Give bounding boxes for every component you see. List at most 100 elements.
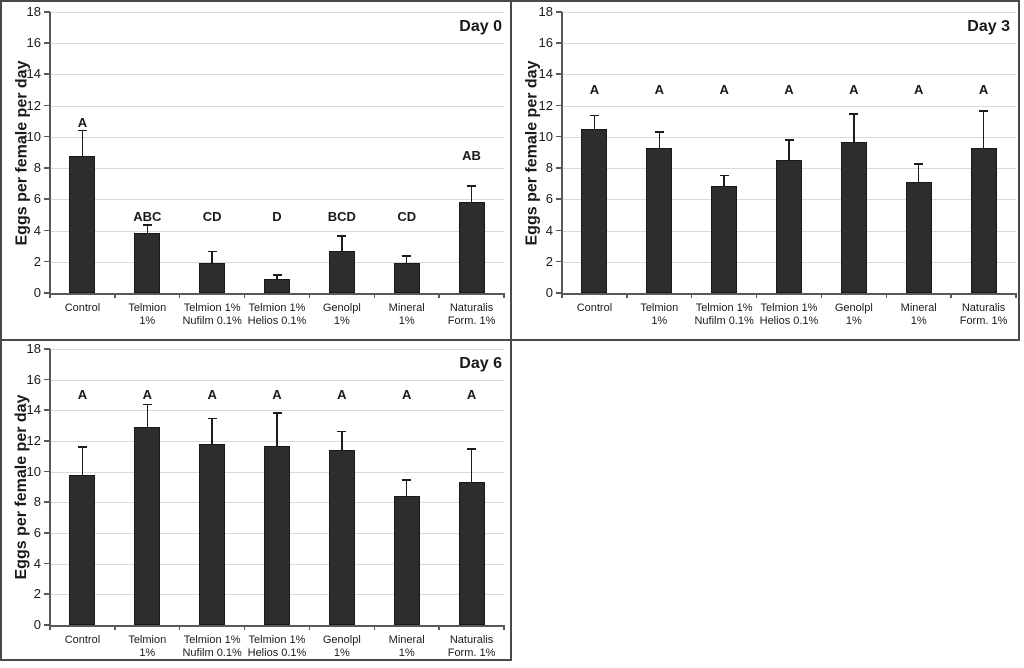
y-tick-label: 4 xyxy=(33,222,41,238)
x-category-label: Telmion 1% Helios 0.1% xyxy=(238,634,317,660)
y-tick-mark xyxy=(44,104,50,107)
y-tick-label: 0 xyxy=(545,285,553,300)
chart-title: Day 6 xyxy=(459,355,502,372)
error-bar xyxy=(405,256,408,263)
bar-naturalis-form-1 xyxy=(970,147,997,293)
gridline xyxy=(50,410,504,412)
error-bar xyxy=(341,236,343,251)
error-bar-cap xyxy=(337,430,347,433)
x-category-line-1: Control xyxy=(64,634,101,646)
chart-title: Day 3 xyxy=(967,18,1010,35)
x-tick-mark xyxy=(690,293,693,298)
error-bar xyxy=(81,130,84,156)
bar-telmion-1-helios-0-1 xyxy=(264,278,290,293)
bar-telmion-1 xyxy=(646,147,673,293)
y-tick-mark xyxy=(556,167,562,169)
x-tick-mark xyxy=(755,293,758,298)
x-category-label: Control xyxy=(43,634,122,647)
x-category-line-2: 1% xyxy=(398,647,415,659)
y-tick-mark xyxy=(556,198,562,200)
error-bar-cap xyxy=(654,131,664,133)
bar-telmion-1 xyxy=(134,427,161,625)
bar-control xyxy=(581,129,608,293)
x-category-label: Telmion 1% Helios 0.1% xyxy=(750,302,829,328)
sig-letter: A xyxy=(589,82,600,98)
x-tick-mark xyxy=(373,293,376,298)
x-category-line-2: 1% xyxy=(398,315,415,327)
sig-letter: A xyxy=(719,82,729,98)
error-bar xyxy=(81,447,84,475)
sig-letter: A xyxy=(77,114,88,130)
y-tick-mark xyxy=(556,104,562,107)
x-category-label: Mineral 1% xyxy=(367,634,446,660)
error-bar xyxy=(211,251,213,263)
error-bar-cap xyxy=(77,446,87,448)
x-category-label: Telmion 1% Helios 0.1% xyxy=(238,302,317,328)
gridline xyxy=(50,43,504,45)
y-tick-mark xyxy=(44,11,50,13)
x-tick-mark xyxy=(820,293,823,298)
x-category-line-2: Nufilm 0.1% xyxy=(182,647,242,659)
error-bar xyxy=(276,413,278,447)
x-category-label: Genolpl 1% xyxy=(302,302,381,328)
y-tick-mark xyxy=(556,42,562,44)
sig-letter: A xyxy=(142,387,152,402)
y-axis-line xyxy=(561,12,563,294)
y-tick-label: 10 xyxy=(26,463,41,479)
x-tick-mark xyxy=(503,293,505,298)
y-tick-mark xyxy=(556,260,562,263)
bar-genolpl-1 xyxy=(840,142,867,293)
y-tick-label: 12 xyxy=(26,433,41,448)
sig-letter: ABC xyxy=(133,208,162,224)
x-tick-mark xyxy=(308,625,311,630)
x-category-line-1: Mineral xyxy=(900,302,937,314)
y-tick-label: 2 xyxy=(545,253,553,269)
x-category-label: Telmion 1% Nufilm 0.1% xyxy=(685,302,764,328)
x-category-line-2: Nufilm 0.1% xyxy=(182,315,242,327)
x-tick-mark xyxy=(308,293,311,298)
y-tick-label: 14 xyxy=(26,402,41,418)
y-tick-mark xyxy=(44,135,50,138)
y-tick-mark xyxy=(44,292,50,294)
y-tick-label: 10 xyxy=(26,128,41,144)
y-tick-label: 6 xyxy=(545,191,553,207)
x-tick-mark xyxy=(243,293,246,298)
y-tick-mark xyxy=(44,409,50,411)
x-category-line-2: 1% xyxy=(845,315,862,327)
gridline xyxy=(50,379,504,381)
error-bar-cap xyxy=(979,110,989,112)
bar-control xyxy=(69,155,96,293)
sig-letter: A xyxy=(77,387,88,402)
y-tick-mark xyxy=(44,229,50,232)
bar-genolpl-1 xyxy=(328,450,355,625)
y-tick-label: 4 xyxy=(545,222,553,238)
error-bar-cap xyxy=(77,129,87,132)
gridline xyxy=(50,261,504,263)
y-tick-label: 14 xyxy=(538,66,553,82)
x-category-line-1: Naturalis xyxy=(961,302,1006,314)
sig-letter: A xyxy=(654,82,664,98)
y-axis-line xyxy=(49,349,51,626)
y-tick-mark xyxy=(44,42,50,44)
x-category-line-2: 1% xyxy=(651,315,668,327)
error-bar xyxy=(593,115,596,130)
error-bar-cap xyxy=(467,185,477,187)
x-category-label: Control xyxy=(43,302,122,315)
x-category-line-1: Control xyxy=(64,302,101,314)
y-tick-label: 6 xyxy=(33,525,41,540)
sig-letter: CD xyxy=(202,208,222,224)
x-tick-mark xyxy=(885,293,888,298)
error-bar xyxy=(723,175,725,187)
y-axis-line xyxy=(49,12,51,294)
x-tick-mark xyxy=(49,293,51,298)
x-tick-mark xyxy=(243,625,246,630)
x-category-label: Telmion 1% Nufilm 0.1% xyxy=(173,302,252,328)
x-tick-mark xyxy=(49,625,51,630)
y-tick-mark xyxy=(44,440,50,442)
x-category-line-1: Telmion 1% xyxy=(183,634,241,646)
bar-genolpl-1 xyxy=(328,250,355,293)
x-tick-mark xyxy=(438,625,440,630)
gridline xyxy=(50,199,504,201)
sig-letter: A xyxy=(207,387,217,402)
y-tick-label: 2 xyxy=(33,253,41,269)
